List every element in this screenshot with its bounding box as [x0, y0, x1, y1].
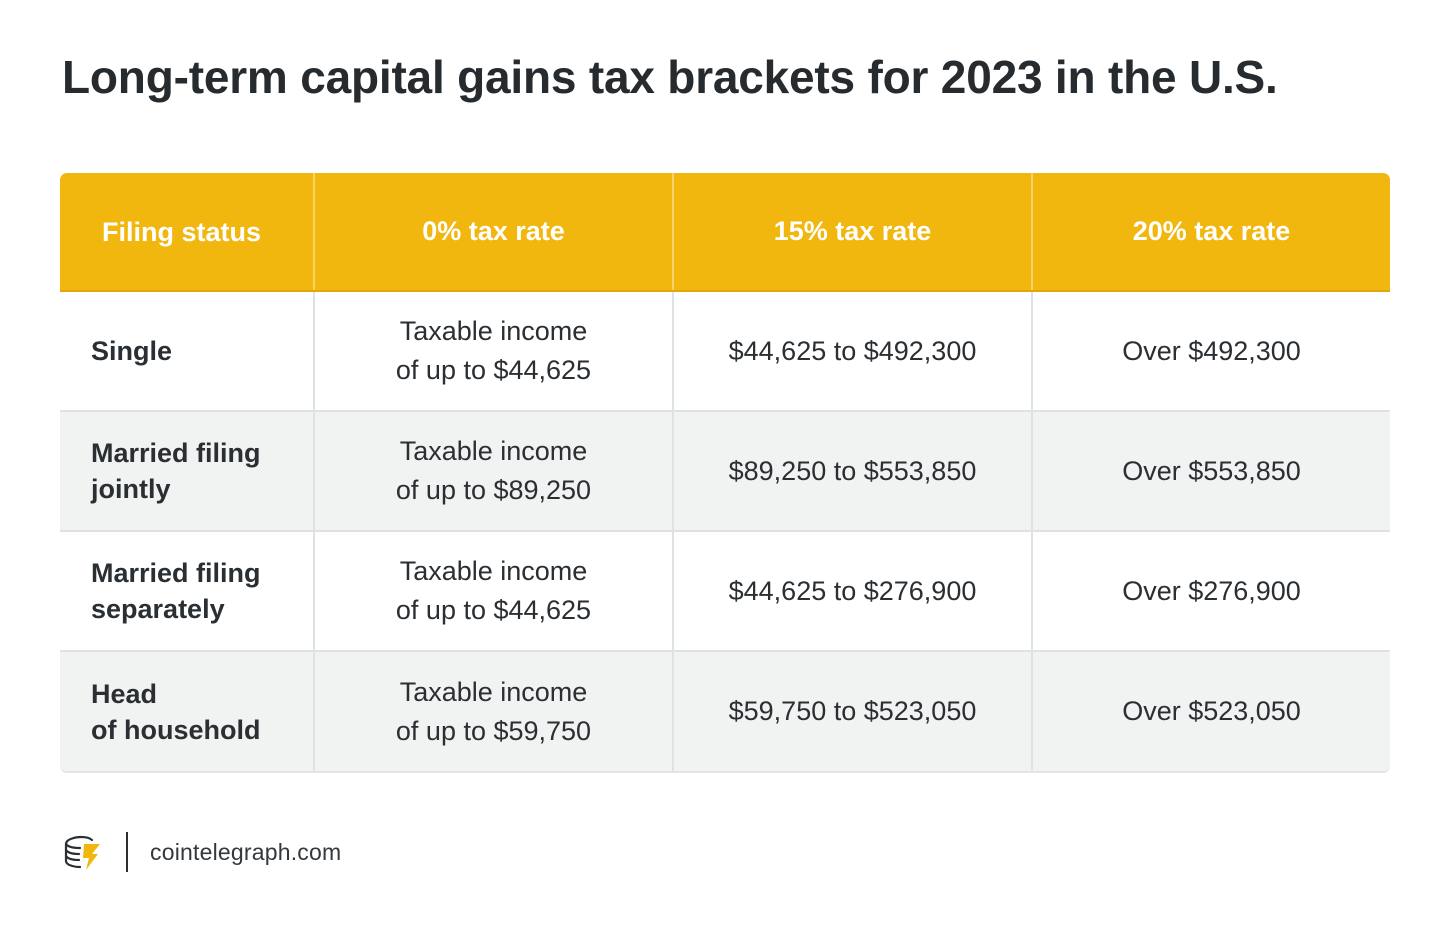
fifteen-rate-cell: $59,750 to $523,050 — [672, 652, 1031, 771]
filing-status-line: jointly — [91, 474, 171, 504]
table-row: Single Taxable income of up to $44,625 $… — [60, 292, 1390, 412]
zero-rate-line: of up to $44,625 — [395, 595, 592, 625]
footer-divider — [126, 832, 128, 872]
tax-bracket-table: Filing status 0% tax rate 15% tax rate 2… — [60, 173, 1390, 773]
filing-status-cell: Head of household — [60, 652, 313, 771]
filing-status-line: separately — [91, 594, 225, 624]
cointelegraph-logo-icon — [64, 835, 100, 870]
header-twenty-rate: 20% tax rate — [1031, 173, 1390, 290]
filing-status-line: Married filing — [91, 438, 261, 468]
table-row: Head of household Taxable income of up t… — [60, 652, 1390, 771]
zero-rate-cell: Taxable income of up to $44,625 — [313, 292, 672, 410]
filing-status-line: Married filing — [91, 558, 261, 588]
header-zero-rate: 0% tax rate — [313, 173, 672, 290]
zero-rate-cell: Taxable income of up to $59,750 — [313, 652, 672, 771]
filing-status-line: Head — [91, 678, 158, 709]
zero-rate-line: of up to $44,625 — [395, 355, 592, 385]
zero-rate-cell: Taxable income of up to $89,250 — [313, 412, 672, 530]
site-name: cointelegraph.com — [150, 838, 342, 865]
table-header-row: Filing status 0% tax rate 15% tax rate 2… — [60, 173, 1390, 292]
zero-rate-cell: Taxable income of up to $44,625 — [313, 532, 672, 650]
fifteen-rate-cell: $44,625 to $276,900 — [672, 532, 1031, 650]
twenty-rate-cell: Over $276,900 — [1031, 532, 1390, 650]
fifteen-rate-cell: $89,250 to $553,850 — [672, 412, 1031, 530]
zero-rate-line: Taxable income — [399, 436, 588, 466]
zero-rate-line: Taxable income — [399, 676, 588, 707]
filing-status-line: Single — [91, 336, 173, 366]
twenty-rate-cell: Over $492,300 — [1031, 292, 1390, 410]
zero-rate-line: of up to $89,250 — [395, 475, 592, 505]
twenty-rate-cell: Over $523,050 — [1031, 652, 1390, 771]
footer: cointelegraph.com — [60, 830, 341, 874]
zero-rate-line: Taxable income — [399, 556, 588, 586]
header-filing-status: Filing status — [102, 216, 262, 247]
header-fifteen-rate: 15% tax rate — [672, 173, 1031, 290]
filing-status-cell: Married filing jointly — [60, 412, 313, 530]
filing-status-cell: Single — [60, 292, 313, 410]
zero-rate-line: Taxable income — [399, 316, 588, 346]
table-row: Married filing jointly Taxable income of… — [60, 412, 1390, 532]
zero-rate-line: of up to $59,750 — [395, 715, 592, 746]
filing-status-cell: Married filing separately — [60, 532, 313, 650]
fifteen-rate-cell: $44,625 to $492,300 — [672, 292, 1031, 410]
table-row: Married filing separately Taxable income… — [60, 532, 1390, 652]
filing-status-line: of household — [91, 714, 261, 745]
page-title: Long-term capital gains tax brackets for… — [62, 51, 1278, 103]
twenty-rate-cell: Over $553,850 — [1031, 412, 1390, 530]
